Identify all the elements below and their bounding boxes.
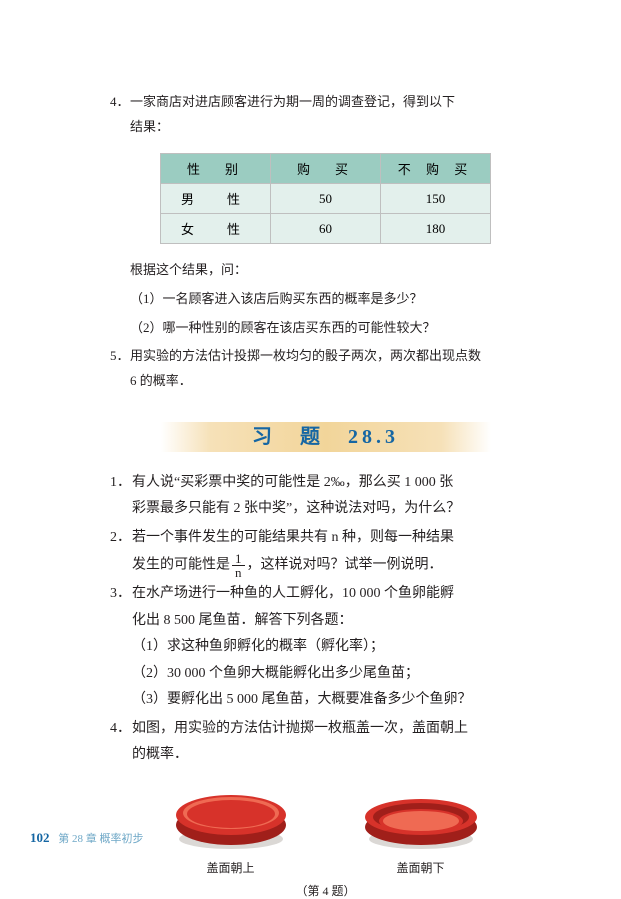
ex-line: ，这样说对吗？试举一例说明．	[247, 557, 443, 572]
cell: 女 性	[161, 214, 271, 244]
th-gender: 性 别	[161, 154, 271, 184]
q4-number: 4．	[110, 90, 130, 115]
ex-line: 有人说“买彩票中奖的可能性是 2‰，那么买 1 000 张	[132, 475, 453, 490]
th-buy: 购 买	[271, 154, 381, 184]
cell: 60	[271, 214, 381, 244]
ex-line: 若一个事件发生的可能结果共有 n 种，则每一种结果	[132, 530, 454, 545]
q4-follow1: （1）一名顾客进入该店后购买东西的概率是多少？	[110, 287, 541, 312]
cell: 150	[381, 184, 491, 214]
ex-num: 3．	[110, 581, 132, 714]
ex-sub: （3）要孵化出 5 000 尾鱼苗，大概要准备多少个鱼卵？	[132, 692, 472, 707]
page-footer: 102 第 28 章 概率初步	[30, 830, 144, 846]
cap-down-icon	[356, 775, 486, 855]
cap-up-label: 盖面朝上	[166, 859, 296, 876]
exercise-1: 1． 有人说“买彩票中奖的可能性是 2‰，那么买 1 000 张 彩票最多只能有…	[110, 470, 541, 523]
cap-up-icon	[166, 775, 296, 855]
table-row: 男 性 50 150	[161, 184, 491, 214]
exercise-list: 1． 有人说“买彩票中奖的可能性是 2‰，那么买 1 000 张 彩票最多只能有…	[110, 470, 541, 769]
question-5: 5．用实验的方法估计投掷一枚均匀的骰子两次，两次都出现点数 6 的概率．	[110, 344, 541, 393]
ex-line: 化出 8 500 尾鱼苗．解答下列各题：	[132, 613, 353, 628]
exercise-2: 2． 若一个事件发生的可能结果共有 n 种，则每一种结果 发生的可能性是1n，这…	[110, 525, 541, 579]
exercise-banner: 习 题 28.3	[161, 422, 491, 452]
q4-line1: 一家商店对进店顾客进行为期一周的调查登记，得到以下	[130, 94, 455, 109]
ex-line: 如图，用实验的方法估计抛掷一枚瓶盖一次，盖面朝上	[132, 721, 468, 736]
ex-line: 发生的可能性是	[132, 557, 230, 572]
ex-line: 的概率．	[132, 747, 188, 762]
question-4-stem: 4．一家商店对进店顾客进行为期一周的调查登记，得到以下 结果：	[110, 90, 541, 139]
ex-line: 在水产场进行一种鱼的人工孵化，10 000 个鱼卵能孵	[132, 586, 454, 601]
exercise-4: 4． 如图，用实验的方法估计抛掷一枚瓶盖一次，盖面朝上 的概率．	[110, 716, 541, 769]
ex-num: 1．	[110, 470, 132, 523]
q5-number: 5．	[110, 344, 130, 369]
ex-line: 彩票最多只能有 2 张中奖”，这种说法对吗，为什么？	[132, 501, 460, 516]
cell: 50	[271, 184, 381, 214]
chapter-label: 第 28 章 概率初步	[58, 833, 143, 845]
cell: 男 性	[161, 184, 271, 214]
table-row: 女 性 60 180	[161, 214, 491, 244]
q5-line1: 用实验的方法估计投掷一枚均匀的骰子两次，两次都出现点数	[130, 348, 481, 363]
figure-caption: （第 4 题）	[110, 882, 541, 899]
ex-num: 2．	[110, 525, 132, 579]
cap-down-label: 盖面朝下	[356, 859, 486, 876]
fraction: 1n	[232, 552, 245, 579]
ex-num: 4．	[110, 716, 132, 769]
ex-sub: （2）30 000 个鱼卵大概能孵化出多少尾鱼苗；	[132, 666, 419, 681]
exercise-3: 3． 在水产场进行一种鱼的人工孵化，10 000 个鱼卵能孵 化出 8 500 …	[110, 581, 541, 714]
q4-follow2: （2）哪一种性别的顾客在该店买东西的可能性较大？	[110, 316, 541, 341]
q5-line2: 6 的概率．	[110, 373, 192, 388]
th-notbuy: 不 购 买	[381, 154, 491, 184]
survey-table: 性 别 购 买 不 购 买 男 性 50 150 女 性 60 180	[160, 153, 491, 244]
q4-follow0: 根据这个结果，问：	[110, 258, 541, 283]
caps-figure: 盖面朝上 盖面朝下	[110, 775, 541, 876]
page-number: 102	[30, 830, 50, 845]
ex-sub: （1）求这种鱼卵孵化的概率（孵化率）；	[132, 639, 384, 654]
q4-line2: 结果：	[110, 119, 169, 134]
cell: 180	[381, 214, 491, 244]
